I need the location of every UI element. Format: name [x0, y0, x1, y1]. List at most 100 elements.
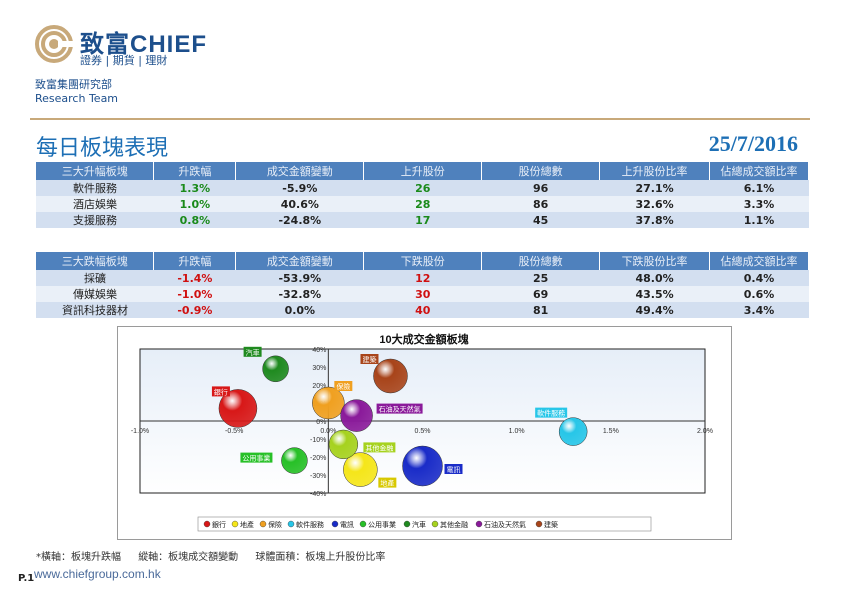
falling-count-cell: 30: [363, 286, 482, 302]
turnover-change-cell: 0.0%: [235, 302, 364, 318]
research-team-label: 致富集團研究部 Research Team: [35, 78, 118, 106]
change-cell: -1.0%: [153, 286, 236, 302]
bubble-4: [558, 417, 588, 446]
column-header: 下跌股份: [363, 252, 483, 270]
table-row: 傳媒娛樂 -1.0% -32.8% 30 69 43.5% 0.6%: [36, 286, 809, 302]
column-header: 上升股份比率: [599, 162, 711, 180]
change-cell: -0.9%: [153, 302, 236, 318]
chart-title: 10大成交金額板塊: [379, 332, 468, 346]
ratio-cell: 48.0%: [599, 270, 710, 286]
legend-swatch: [231, 520, 239, 528]
table-row: 支援服務 0.8% -24.8% 17 45 37.8% 1.1%: [36, 212, 809, 228]
bubble-label: 地產: [380, 479, 394, 488]
bubble-1: [218, 389, 258, 428]
y-tick-label: 0%: [316, 419, 326, 426]
brand-en: CHIEF: [130, 31, 207, 58]
total-count-cell: 69: [481, 286, 600, 302]
bubble-9: [340, 399, 373, 432]
footnote-x-axis: *橫軸：板塊升跌幅: [36, 552, 121, 563]
bubble-label: 石油及天然氣: [379, 405, 421, 414]
y-tick-label: 20%: [312, 383, 326, 390]
bubble-label: 軟件服務: [537, 409, 565, 418]
table-header-row: 三大升幅板塊 升跌幅 成交金額變動 上升股份 股份總數 上升股份比率 佔總成交額…: [36, 162, 809, 180]
group-cn: 致富集團研究部: [35, 78, 112, 91]
website-link[interactable]: www.chiefgroup.com.hk: [34, 567, 161, 581]
bubble-label-bg: [211, 386, 230, 397]
sector-name: 採礦: [36, 270, 154, 286]
report-date: 25/7/2016: [708, 131, 798, 156]
bubble-label-bg: [243, 346, 262, 357]
share-cell: 1.1%: [709, 212, 809, 228]
brand-cn: 致富: [80, 31, 130, 58]
total-count-cell: 45: [481, 212, 600, 228]
legend-item: 保險: [268, 520, 282, 529]
bubble-3: [312, 386, 345, 420]
column-header: 佔總成交額比率: [709, 162, 809, 180]
legend-swatch: [259, 520, 267, 528]
legend-item: 石油及天然氣: [484, 520, 526, 529]
bubble-label: 公用事業: [242, 454, 270, 463]
footnote-y-axis: 縱軸：板塊成交額變動: [138, 552, 239, 563]
table-row: 軟件服務 1.3% -5.9% 26 96 27.1% 6.1%: [36, 180, 809, 196]
change-cell: 1.0%: [153, 196, 236, 212]
legend-swatch: [431, 520, 439, 528]
column-header: 股份總數: [481, 162, 601, 180]
bubble-2: [343, 452, 378, 487]
share-cell: 0.4%: [709, 270, 809, 286]
x-tick-label: -1.0%: [131, 428, 149, 435]
total-count-cell: 86: [481, 196, 600, 212]
column-header: 上升股份: [363, 162, 483, 180]
page-number: P.1: [18, 573, 35, 584]
x-tick-label: 0.5%: [415, 428, 431, 435]
sector-name: 支援服務: [36, 212, 154, 228]
total-count-cell: 25: [481, 270, 600, 286]
top-gainers-table: 三大升幅板塊 升跌幅 成交金額變動 上升股份 股份總數 上升股份比率 佔總成交額…: [36, 162, 809, 228]
bubble-chart-svg: 10大成交金額板塊 -1.0% -0.5% 0.0% 0.5% 1.0% 1.5% 2.0%…: [131, 332, 713, 532]
legend-item: 地產: [240, 520, 254, 529]
bubble-label-bg: [535, 407, 568, 418]
ratio-cell: 27.1%: [599, 180, 710, 196]
chief-swirl-logo-icon: [35, 25, 74, 63]
bubble-label: 建築: [362, 355, 376, 364]
bubble-label-bg: [363, 442, 396, 453]
y-tick-label: 30%: [312, 365, 326, 372]
x-tick-label: 0.0%: [320, 428, 336, 435]
rising-count-cell: 26: [363, 180, 482, 196]
rising-count-cell: 28: [363, 196, 482, 212]
x-tick-label: 2.0%: [697, 428, 713, 435]
turnover-change-cell: 40.6%: [235, 196, 364, 212]
y-tick-label: -30%: [310, 473, 326, 480]
table-header-row: 三大跌幅板塊 升跌幅 成交金額變動 下跌股份 股份總數 下跌股份比率 佔總成交額…: [36, 252, 809, 270]
rising-count-cell: 17: [363, 212, 482, 228]
legend-swatch: [287, 520, 295, 528]
legend-item: 其他金融: [440, 520, 468, 529]
legend-swatch: [359, 520, 367, 528]
column-header: 下跌股份比率: [599, 252, 711, 270]
column-header: 升跌幅: [153, 162, 237, 180]
bubble-label: 保險: [336, 382, 350, 391]
share-cell: 0.6%: [709, 286, 809, 302]
table-row: 資訊科技器材 -0.9% 0.0% 40 81 49.4% 3.4%: [36, 302, 809, 318]
company-logo: 致富CHIEF 證券 | 期貨 | 理財: [34, 22, 234, 70]
bubble-label-bg: [376, 403, 423, 414]
legend-swatch: [203, 520, 211, 528]
column-header: 三大升幅板塊: [36, 162, 155, 180]
bubble-label-bg: [378, 477, 397, 488]
legend-item: 電訊: [340, 520, 354, 529]
bubble-label-bg: [240, 452, 273, 463]
column-header: 三大跌幅板塊: [36, 252, 155, 270]
share-cell: 6.1%: [709, 180, 809, 196]
bubble-chart: 10大成交金額板塊 -1.0% -0.5% 0.0% 0.5% 1.0% 1.5% 2.0%…: [117, 326, 732, 540]
total-count-cell: 81: [481, 302, 600, 318]
bubble-label-bg: [444, 464, 463, 474]
bubble-5: [402, 445, 443, 487]
legend-item: 建築: [544, 520, 558, 529]
page-title: 每日板塊表現: [36, 136, 169, 161]
total-count-cell: 96: [481, 180, 600, 196]
x-tick-label: -0.5%: [225, 428, 243, 435]
table-row: 酒店娛樂 1.0% 40.6% 28 86 32.6% 3.3%: [36, 196, 809, 212]
change-cell: 1.3%: [153, 180, 236, 196]
legend-swatch: [535, 520, 543, 528]
turnover-change-cell: -5.9%: [235, 180, 364, 196]
bubble-8: [328, 429, 359, 460]
